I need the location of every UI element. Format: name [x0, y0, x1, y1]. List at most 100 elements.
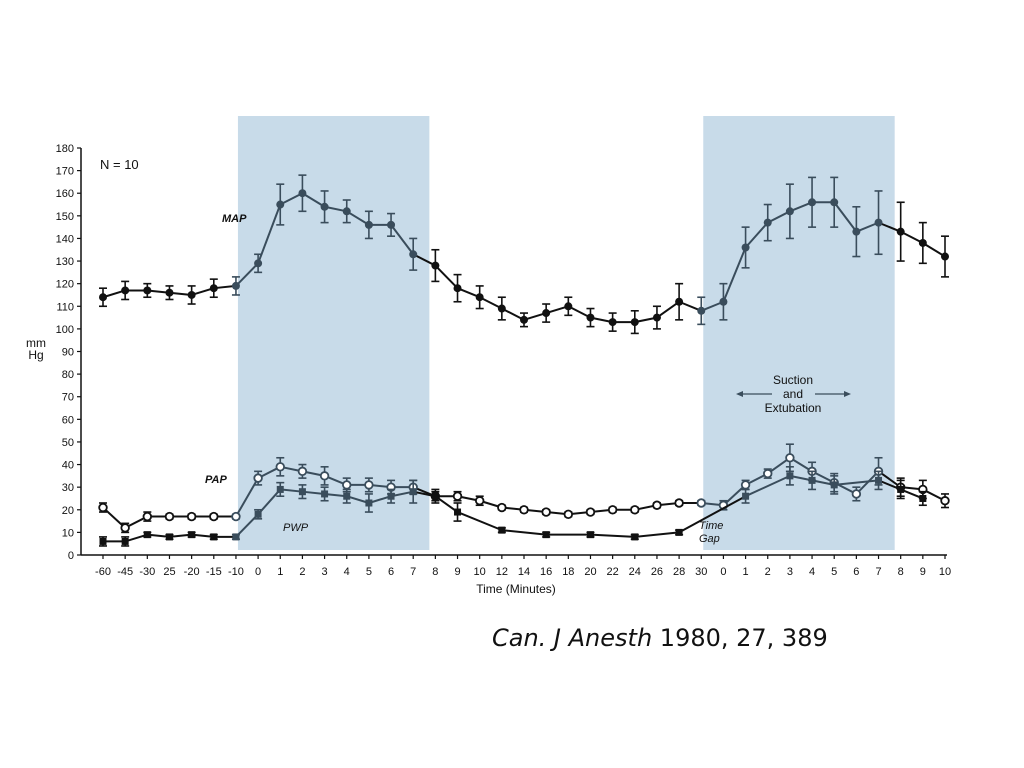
- x-tick-label: 10: [474, 566, 486, 578]
- data-point: [120, 523, 130, 533]
- data-point: [143, 286, 152, 295]
- data-point: [542, 531, 550, 539]
- series-line-segment: [324, 492, 347, 498]
- y-axis-label: mm: [26, 336, 46, 350]
- data-point: [165, 533, 173, 541]
- shaded-region-1: [237, 116, 430, 550]
- data-point: [365, 499, 373, 507]
- x-tick-label: 28: [673, 566, 685, 578]
- x-tick-label: 18: [562, 566, 574, 578]
- x-tick-label: -20: [184, 566, 200, 578]
- data-point: [254, 259, 263, 268]
- series-line-segment: [280, 488, 303, 493]
- data-point: [585, 507, 596, 517]
- x-tick-label: 2: [299, 566, 305, 578]
- data-point: [98, 502, 108, 513]
- data-point: [696, 498, 706, 508]
- x-tick-label: 26: [651, 566, 663, 578]
- data-point: [563, 509, 574, 519]
- annotation-text: and: [783, 387, 803, 401]
- data-point: [763, 218, 772, 227]
- x-tick-label: 8: [432, 566, 438, 578]
- data-point: [321, 490, 329, 498]
- x-axis-label: Time (Minutes): [476, 582, 556, 596]
- x-tick-label: 20: [584, 566, 596, 578]
- series-line-segment: [302, 490, 325, 495]
- data-point: [808, 198, 817, 207]
- data-point: [520, 315, 528, 324]
- data-point: [275, 462, 285, 472]
- x-tick-label: 9: [920, 566, 926, 578]
- data-point: [675, 297, 684, 306]
- x-tick-label: 25: [163, 566, 175, 578]
- series-line-segment: [368, 495, 392, 504]
- y-tick-label: 180: [56, 143, 74, 155]
- data-point: [830, 481, 838, 489]
- series-line-segment: [900, 488, 924, 500]
- data-point: [188, 531, 196, 539]
- data-point: [364, 220, 373, 229]
- data-point: [897, 485, 905, 493]
- data-point: [630, 318, 639, 327]
- series-line-segment: [147, 533, 170, 538]
- axes: 0102030405060708090100110120130140150160…: [56, 143, 951, 578]
- series-line-segment: [656, 300, 680, 319]
- x-tick-label: 24: [629, 566, 641, 578]
- data-point: [187, 290, 196, 299]
- data-point: [453, 284, 462, 293]
- x-tick-label: 16: [540, 566, 552, 578]
- series-pwp: [99, 466, 927, 547]
- data-point: [896, 227, 905, 236]
- y-tick-label: 90: [62, 347, 74, 359]
- x-tick-label: 4: [809, 566, 815, 578]
- y-tick-label: 100: [56, 324, 74, 336]
- data-point: [742, 492, 750, 500]
- x-tick-label: 0: [255, 566, 261, 578]
- data-point: [630, 505, 640, 515]
- data-point: [142, 511, 153, 522]
- x-tick-label: -10: [228, 566, 244, 578]
- data-point: [785, 207, 794, 216]
- x-tick-label: 9: [454, 566, 460, 578]
- data-point: [99, 537, 107, 545]
- series-line-segment: [678, 495, 747, 534]
- x-tick-label: 8: [898, 566, 904, 578]
- data-point: [498, 526, 506, 534]
- data-point: [941, 252, 949, 261]
- y-axis-label: Hg: [28, 348, 43, 362]
- series-line-segment: [501, 529, 547, 536]
- series-line-segment: [744, 221, 769, 249]
- series-line-segment: [634, 531, 680, 538]
- y-tick-label: 80: [62, 369, 74, 381]
- x-tick-label: 6: [388, 566, 394, 578]
- series-line-segment: [745, 474, 791, 498]
- y-tick-label: 40: [62, 460, 74, 472]
- series-line-segment: [434, 264, 459, 289]
- y-tick-label: 170: [56, 166, 74, 178]
- citation: Can. J Anesth 1980, 27, 389: [492, 624, 828, 652]
- data-point: [253, 473, 263, 483]
- data-point: [586, 531, 594, 539]
- annotation-arrowhead-right: [844, 391, 851, 397]
- data-point: [763, 468, 773, 479]
- annotation-text: Suction: [773, 373, 813, 387]
- y-tick-label: 140: [56, 233, 74, 245]
- series-label-pwp: PWP: [283, 522, 309, 534]
- data-point: [474, 496, 485, 506]
- data-point: [254, 510, 262, 518]
- data-point: [409, 488, 417, 496]
- data-point: [232, 533, 240, 541]
- data-point: [497, 502, 507, 513]
- data-point: [164, 511, 175, 522]
- x-tick-label: 14: [518, 566, 530, 578]
- series-line-segment: [811, 479, 835, 486]
- x-tick-label: 22: [607, 566, 619, 578]
- data-point: [298, 189, 307, 198]
- y-tick-label: 60: [62, 414, 74, 426]
- data-point: [319, 471, 330, 481]
- series-line-segment: [390, 224, 415, 255]
- x-tick-label: 30: [695, 566, 707, 578]
- x-tick-label: 12: [496, 566, 508, 578]
